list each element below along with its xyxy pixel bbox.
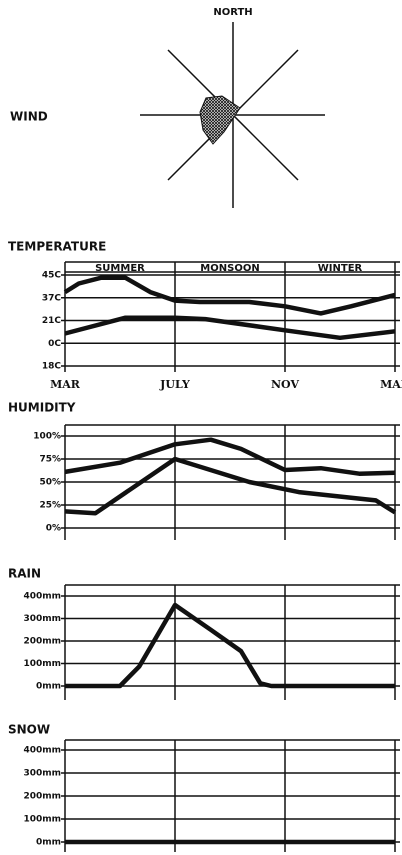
y-tick-label: 100mm	[23, 659, 61, 669]
wind-rose	[140, 22, 325, 208]
y-tick-label: 0mm	[36, 838, 61, 848]
x-tick-label: MAR	[380, 378, 402, 391]
data-line	[64, 456, 397, 516]
y-tick-label: 200mm	[23, 637, 61, 647]
y-tick-label: 400mm	[23, 746, 61, 756]
x-tick-label: JULY	[159, 378, 190, 391]
y-tick-label: 0%	[46, 524, 61, 534]
y-tick-label: 45C	[42, 271, 62, 281]
y-tick-label: 100%	[33, 432, 61, 442]
wind-label: WIND	[10, 110, 48, 124]
chart-title: SNOW	[8, 723, 50, 737]
x-tick-label: NOV	[271, 378, 299, 391]
season-label: MONSOON	[200, 263, 259, 274]
y-tick-label: 0C	[48, 339, 61, 349]
y-tick-label: 75%	[39, 455, 61, 465]
y-tick-label: 100mm	[23, 815, 61, 825]
north-label: NORTH	[213, 7, 252, 18]
chart-title: HUMIDITY	[8, 401, 76, 415]
y-tick-label: 18C	[42, 362, 62, 372]
data-line	[63, 275, 396, 316]
x-tick-label: MAR	[50, 378, 81, 391]
y-tick-label: 25%	[39, 501, 61, 511]
data-line	[64, 437, 396, 476]
chart-title: RAIN	[8, 567, 41, 581]
y-tick-label: 0mm	[36, 682, 61, 692]
data-line	[64, 315, 396, 341]
season-label: SUMMER	[95, 263, 145, 274]
chart-title: TEMPERATURE	[8, 240, 106, 254]
y-tick-label: 300mm	[23, 769, 61, 779]
y-tick-label: 400mm	[23, 592, 61, 602]
y-tick-label: 37C	[42, 293, 62, 303]
season-label: WINTER	[318, 263, 363, 274]
data-line	[65, 602, 395, 689]
y-tick-label: 200mm	[23, 792, 61, 802]
y-tick-label: 21C	[42, 316, 62, 326]
y-tick-label: 300mm	[23, 614, 61, 624]
y-tick-label: 50%	[39, 478, 61, 488]
